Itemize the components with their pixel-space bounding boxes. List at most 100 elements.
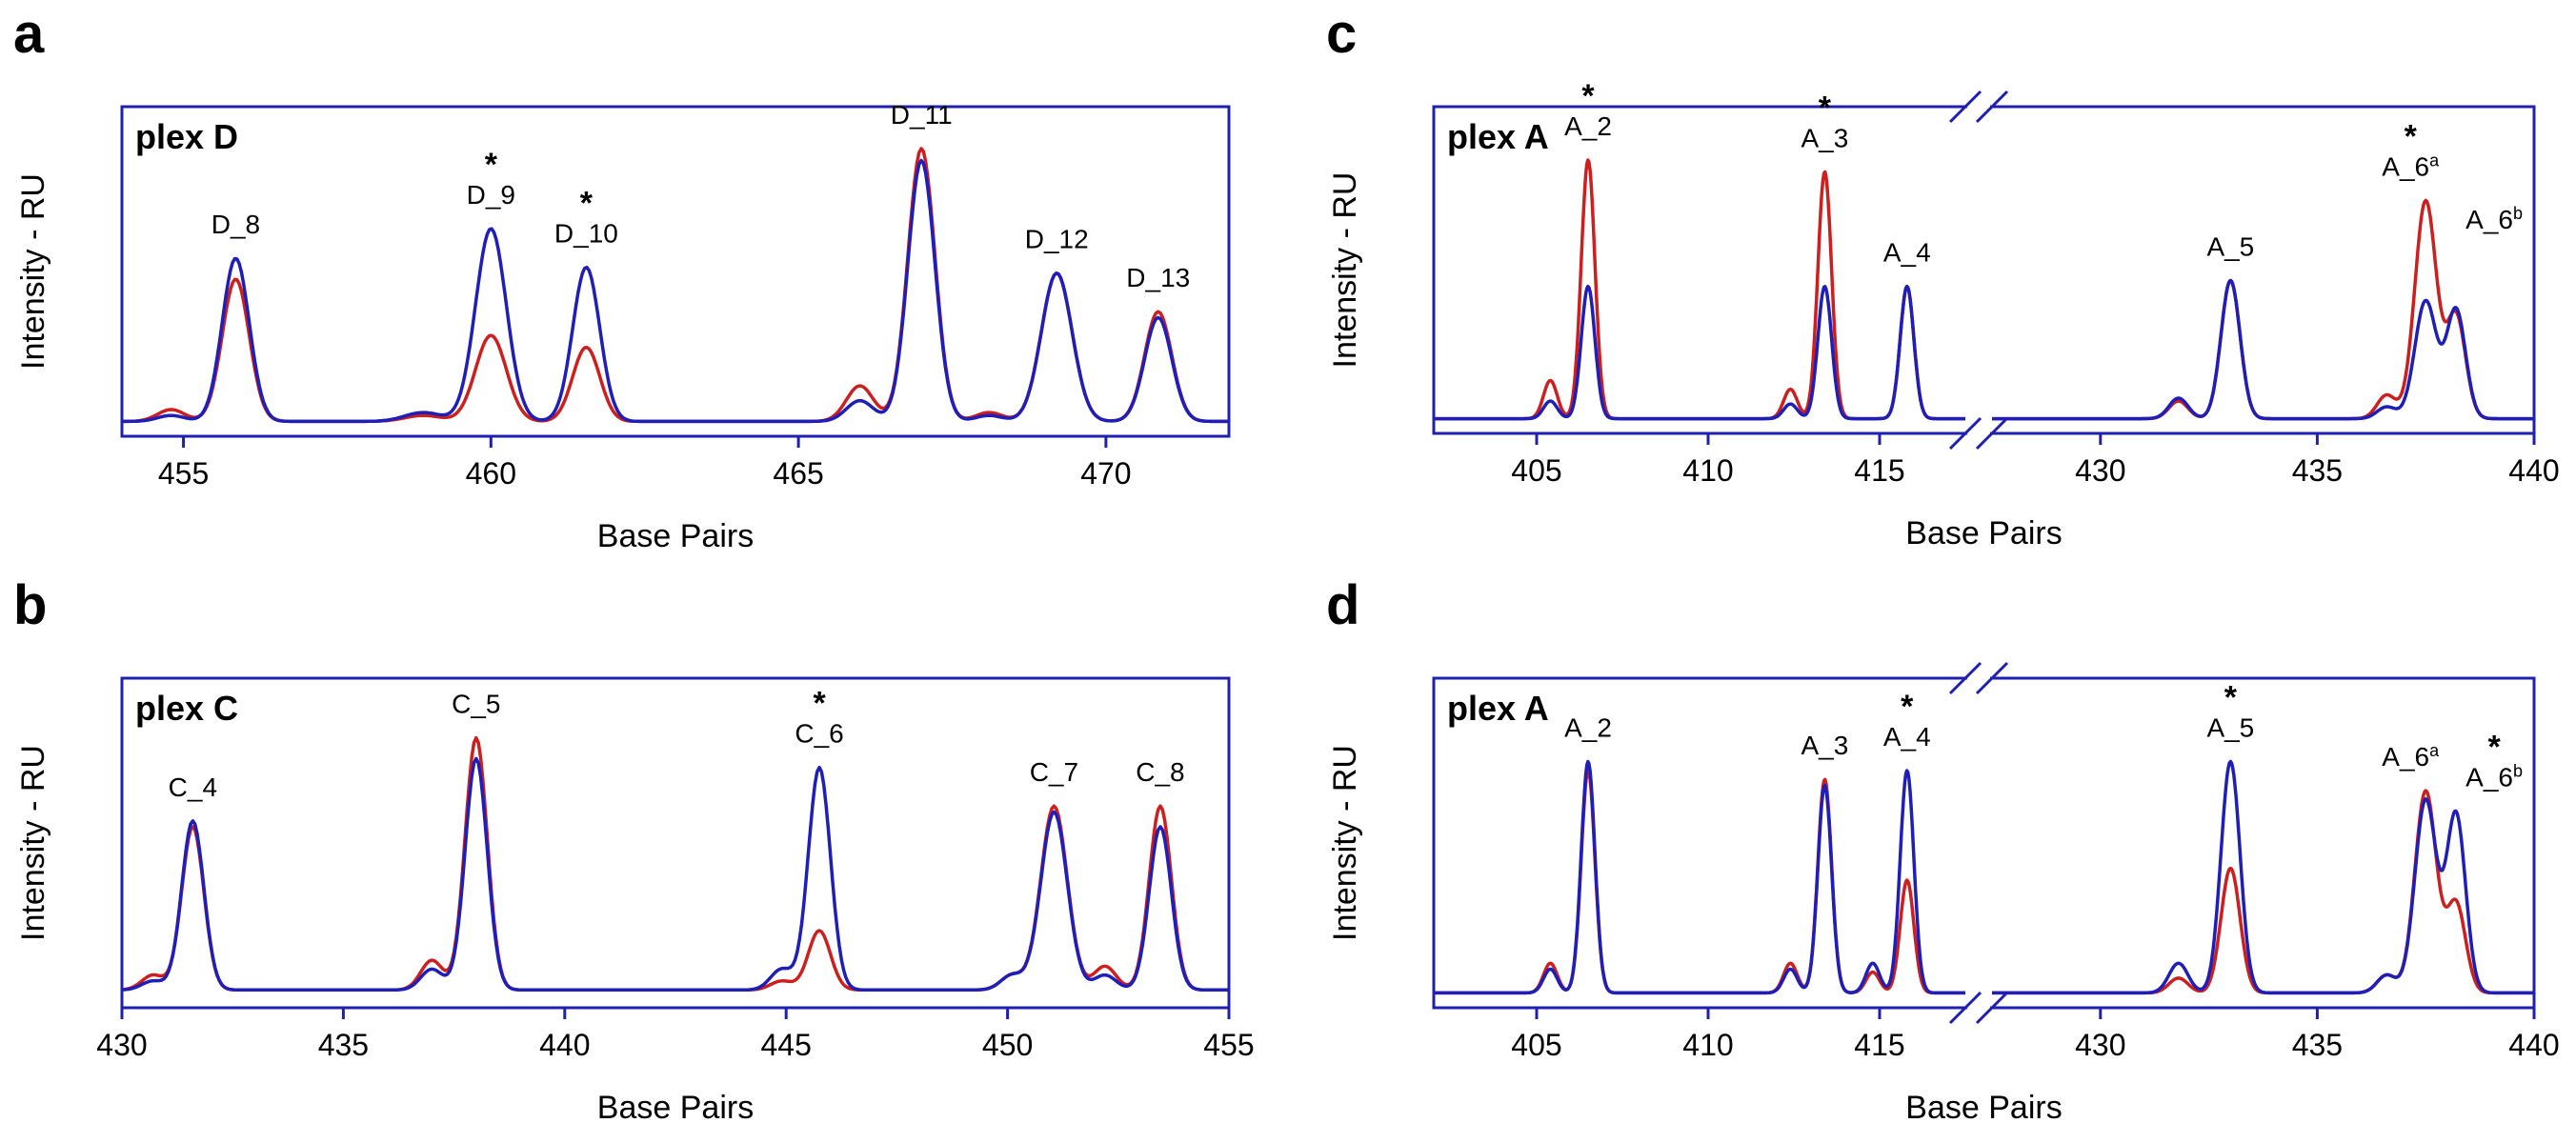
y-axis-label: Intensity - RU	[15, 745, 51, 941]
x-axis-label: Base Pairs	[597, 1090, 754, 1126]
y-axis-label: Intensity - RU	[15, 173, 51, 370]
plot-frame-right	[1990, 105, 2536, 435]
significance-star: *	[2405, 118, 2418, 154]
series-line-blue	[1433, 759, 1966, 995]
x-tick-label: 435	[2292, 453, 2343, 488]
axis-break-mark	[1948, 416, 1982, 451]
series-line-red	[1433, 769, 1966, 995]
significance-star: *	[1819, 90, 1832, 126]
significance-star: *	[1581, 78, 1595, 114]
series-line-red	[1433, 158, 1966, 421]
x-tick-label: 405	[1511, 453, 1561, 488]
plex-label: plex C	[135, 689, 238, 728]
peak-label: A_3	[1801, 731, 1848, 760]
axis-break-mark	[1948, 991, 1982, 1025]
panel-b: b 430 435 440 445 450 455 Base Pairs Intensity -…	[13, 574, 1255, 1126]
x-tick-label: 415	[1854, 453, 1904, 488]
plot-frame-left	[1432, 676, 1967, 1010]
panel-letter: d	[1326, 574, 1359, 636]
plot-frame	[120, 676, 1231, 1010]
peak-label: A_5	[2206, 713, 2254, 743]
peak-label: D_9	[467, 180, 515, 210]
y-axis-label: Intensity - RU	[1327, 172, 1363, 369]
x-tick-label: 410	[1682, 1028, 1733, 1062]
x-tick-label: 465	[773, 456, 823, 491]
panel-c: c 405 410 415 430 435 440 Base Pairs Intensity -…	[1326, 3, 2560, 551]
series-line-blue	[1991, 278, 2535, 421]
significance-star: *	[2487, 730, 2501, 766]
panel-a: a 455 460 465 470 Base Pairs Intensity - RU ple…	[13, 3, 1231, 554]
axis-break-mark	[1975, 661, 2009, 695]
axis-break-mark	[1948, 90, 1982, 124]
plot-frame-right	[1990, 676, 2536, 1010]
x-axis-label: Base Pairs	[1905, 515, 2062, 551]
panel-d: d 405 410 415 430 435 440 Base Pairs Intensity -…	[1326, 574, 2560, 1126]
x-tick-label: 470	[1080, 456, 1131, 491]
x-tick-label: 440	[2508, 1028, 2559, 1062]
peak-label: A_6b	[2465, 762, 2523, 792]
axis-break-mark	[1975, 416, 2009, 451]
panel-letter: c	[1326, 3, 1357, 65]
x-tick-label: 410	[1682, 453, 1733, 488]
peak-label: C_6	[795, 719, 843, 749]
y-axis-label: Intensity - RU	[1327, 745, 1363, 941]
plex-label: plex D	[135, 117, 238, 156]
axis-break-mark	[1948, 661, 1982, 695]
axis-break-mark	[1975, 90, 2009, 124]
x-tick-label: 445	[761, 1028, 812, 1062]
x-tick-label: 430	[2075, 453, 2125, 488]
series-line-blue	[1433, 284, 1966, 421]
series-line-blue	[1991, 759, 2535, 995]
peak-label: A_3	[1801, 123, 1848, 152]
x-tick-label: 440	[539, 1028, 590, 1062]
peak-label: D_8	[211, 210, 260, 239]
plot-frame-left	[1432, 105, 1967, 435]
axis-break-mark	[1975, 991, 2009, 1025]
significance-star: *	[1901, 689, 1914, 725]
peak-label: A_4	[1883, 238, 1931, 268]
peak-label: D_10	[554, 219, 618, 249]
x-axis-label: Base Pairs	[1905, 1090, 2062, 1126]
x-tick-label: 435	[2292, 1028, 2343, 1062]
peak-label: A_6a	[2382, 150, 2440, 181]
series-line-blue	[121, 756, 1229, 993]
x-tick-label: 455	[158, 456, 209, 491]
plex-label: plex A	[1447, 689, 1549, 728]
x-axis-label: Base Pairs	[597, 518, 754, 554]
x-tick-label: 430	[2075, 1028, 2125, 1062]
x-tick-label: 440	[2508, 453, 2559, 488]
peak-label: A_2	[1564, 713, 1612, 743]
significance-star: *	[485, 147, 498, 183]
peak-label: D_12	[1025, 225, 1089, 254]
peak-label: D_13	[1126, 263, 1190, 292]
peak-label: C_5	[452, 690, 500, 719]
peak-label: A_2	[1564, 111, 1612, 141]
panel-letter: b	[13, 574, 47, 636]
x-tick-label: 430	[96, 1028, 147, 1062]
peak-label: C_7	[1030, 757, 1078, 787]
series-line-blue	[122, 158, 1229, 424]
x-tick-label: 405	[1511, 1028, 1561, 1062]
x-tick-label: 435	[318, 1028, 369, 1062]
peak-label: A_5	[2206, 231, 2254, 261]
x-tick-label: 460	[466, 456, 516, 491]
peak-label: A_4	[1883, 722, 1931, 752]
significance-star: *	[2224, 680, 2238, 716]
x-tick-label: 455	[1203, 1028, 1254, 1062]
x-tick-label: 450	[982, 1028, 1033, 1062]
significance-star: *	[580, 186, 594, 222]
significance-star: *	[813, 686, 826, 722]
x-tick-label: 415	[1854, 1028, 1904, 1062]
plot-frame	[120, 105, 1231, 438]
peak-label-superscript: b	[2513, 762, 2523, 781]
plex-label: plex A	[1447, 117, 1549, 156]
peak-label: A_6a	[2382, 741, 2440, 772]
peak-label: A_6b	[2465, 204, 2523, 234]
peak-label: D_11	[891, 100, 953, 130]
panel-letter: a	[13, 3, 45, 65]
peak-label: C_4	[169, 772, 217, 802]
peak-label-superscript: a	[2429, 741, 2440, 760]
peak-label-superscript: b	[2513, 204, 2523, 223]
peak-label: C_8	[1136, 757, 1184, 787]
